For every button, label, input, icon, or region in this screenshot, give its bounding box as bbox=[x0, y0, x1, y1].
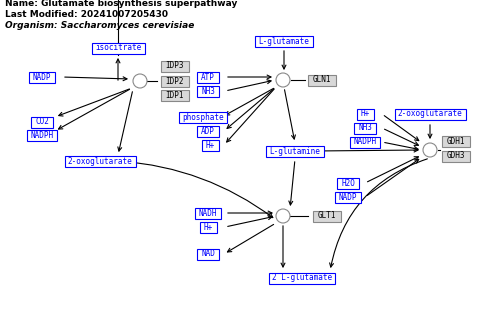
Text: IDP1: IDP1 bbox=[166, 90, 184, 100]
Text: H+: H+ bbox=[205, 141, 215, 150]
FancyBboxPatch shape bbox=[202, 140, 218, 151]
FancyBboxPatch shape bbox=[335, 192, 361, 203]
FancyBboxPatch shape bbox=[313, 211, 341, 222]
Text: NADP: NADP bbox=[33, 73, 51, 81]
Text: Last Modified: 20241007205430: Last Modified: 20241007205430 bbox=[5, 10, 168, 19]
FancyBboxPatch shape bbox=[29, 71, 55, 83]
FancyBboxPatch shape bbox=[354, 122, 376, 134]
FancyBboxPatch shape bbox=[31, 116, 53, 127]
Text: NADPH: NADPH bbox=[353, 137, 377, 146]
FancyBboxPatch shape bbox=[269, 273, 335, 284]
FancyBboxPatch shape bbox=[92, 43, 144, 54]
Circle shape bbox=[423, 143, 437, 157]
FancyBboxPatch shape bbox=[179, 111, 227, 122]
FancyBboxPatch shape bbox=[27, 130, 57, 141]
Text: NADH: NADH bbox=[199, 208, 217, 218]
Text: ATP: ATP bbox=[201, 73, 215, 81]
FancyBboxPatch shape bbox=[197, 71, 219, 83]
Circle shape bbox=[276, 73, 290, 87]
Circle shape bbox=[133, 74, 147, 88]
FancyBboxPatch shape bbox=[197, 249, 219, 259]
FancyBboxPatch shape bbox=[266, 146, 324, 156]
FancyBboxPatch shape bbox=[161, 75, 189, 86]
Text: NAD: NAD bbox=[201, 249, 215, 259]
Text: ADP: ADP bbox=[201, 126, 215, 136]
Text: 2-oxoglutarate: 2-oxoglutarate bbox=[397, 110, 462, 119]
FancyBboxPatch shape bbox=[200, 222, 216, 233]
FancyBboxPatch shape bbox=[350, 136, 380, 147]
FancyBboxPatch shape bbox=[442, 136, 470, 146]
Text: H+: H+ bbox=[360, 110, 370, 119]
Text: isocitrate: isocitrate bbox=[95, 44, 141, 53]
FancyBboxPatch shape bbox=[337, 177, 359, 188]
Text: IDP2: IDP2 bbox=[166, 76, 184, 85]
Text: phosphate: phosphate bbox=[182, 112, 224, 121]
FancyBboxPatch shape bbox=[442, 151, 470, 162]
FancyBboxPatch shape bbox=[161, 90, 189, 100]
Text: 2 L-glutamate: 2 L-glutamate bbox=[272, 274, 332, 283]
Circle shape bbox=[276, 209, 290, 223]
Text: NADPH: NADPH bbox=[30, 131, 54, 140]
Text: Organism: Saccharomyces cerevisiae: Organism: Saccharomyces cerevisiae bbox=[5, 21, 194, 30]
FancyBboxPatch shape bbox=[255, 35, 313, 47]
FancyBboxPatch shape bbox=[64, 156, 135, 167]
FancyBboxPatch shape bbox=[161, 60, 189, 71]
Text: GDH3: GDH3 bbox=[447, 151, 465, 161]
FancyBboxPatch shape bbox=[308, 74, 336, 85]
Text: H2O: H2O bbox=[341, 178, 355, 187]
Text: GDH1: GDH1 bbox=[447, 136, 465, 146]
Text: L-glutamate: L-glutamate bbox=[259, 37, 310, 45]
Text: H+: H+ bbox=[204, 223, 213, 232]
Text: Name: Glutamate biosynthesis superpathway: Name: Glutamate biosynthesis superpathwa… bbox=[5, 0, 238, 8]
FancyBboxPatch shape bbox=[197, 126, 219, 136]
FancyBboxPatch shape bbox=[197, 85, 219, 96]
Text: NH3: NH3 bbox=[201, 86, 215, 95]
Text: L-glutamine: L-glutamine bbox=[270, 146, 321, 156]
Text: NADP: NADP bbox=[339, 192, 357, 202]
FancyBboxPatch shape bbox=[357, 109, 373, 120]
Text: CO2: CO2 bbox=[35, 117, 49, 126]
Text: NH3: NH3 bbox=[358, 124, 372, 132]
Text: 2-oxoglutarate: 2-oxoglutarate bbox=[68, 156, 132, 166]
Text: IDP3: IDP3 bbox=[166, 61, 184, 70]
Text: GLT1: GLT1 bbox=[318, 212, 336, 220]
FancyBboxPatch shape bbox=[395, 109, 466, 120]
FancyBboxPatch shape bbox=[195, 208, 221, 218]
Text: GLN1: GLN1 bbox=[313, 75, 331, 85]
